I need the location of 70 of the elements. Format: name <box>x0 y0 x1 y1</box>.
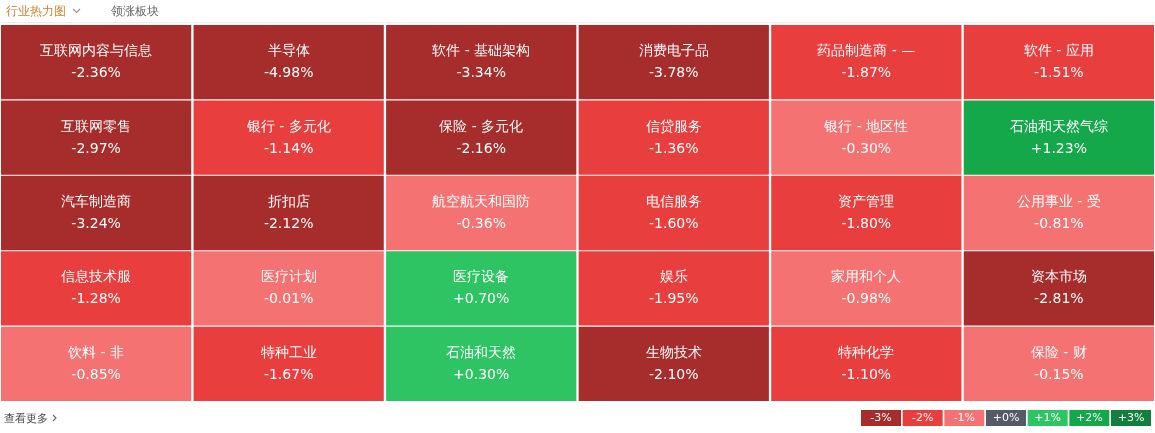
data-label: +1.23% <box>1030 139 1087 156</box>
data-label: -2.36% <box>71 64 121 81</box>
data-label: -3.34% <box>456 64 506 81</box>
data-label: -1.10% <box>841 365 892 382</box>
data-label: -4.98% <box>263 64 314 81</box>
category-label: 石油和天然气综 <box>1009 117 1108 134</box>
data-label: -1.36% <box>649 139 699 156</box>
data-label: -1.95% <box>649 290 699 307</box>
category-label: 折扣店 <box>267 193 310 209</box>
data-label: -1% <box>953 411 976 424</box>
data-label: -0.01% <box>263 290 314 307</box>
category-label: 药品制造商 - — <box>817 42 916 59</box>
data-label: -0.98% <box>841 290 892 307</box>
category-label: 医疗计划 <box>260 268 317 285</box>
category-label: 家用和个人 <box>831 268 902 285</box>
data-label: -2.97% <box>71 139 121 156</box>
data-label: -0.81% <box>1034 215 1084 231</box>
category-label: 软件 - 应用 <box>1023 42 1094 59</box>
category-label: 特种工业 <box>260 343 317 360</box>
category-label: 资本市场 <box>1030 268 1087 285</box>
data-label: -2.81% <box>1034 290 1084 307</box>
data-label: -2.16% <box>456 139 506 156</box>
data-label: -1.14% <box>263 139 314 156</box>
category-label: 资产管理 <box>838 193 895 209</box>
text: 领涨板块 <box>111 2 159 20</box>
category-label: 娱乐 <box>659 268 688 285</box>
data-label: -0.30% <box>841 139 892 156</box>
data-label: -2.10% <box>649 365 699 382</box>
data-label: -0.85% <box>71 365 121 382</box>
data-label: -3.24% <box>71 215 121 231</box>
category-label: 半导体 <box>267 42 310 59</box>
category-label: 汽车制造商 <box>61 193 132 209</box>
data-label: +0% <box>992 411 1020 424</box>
category-label: 保险 - 财 <box>1030 343 1087 360</box>
data-label: -3.78% <box>649 64 699 81</box>
category-label: 医疗设备 <box>453 268 510 285</box>
category-label: 公用事业 - 受 <box>1016 193 1101 209</box>
category-label: 互联网零售 <box>61 117 132 134</box>
category-label: 生物技术 <box>645 343 702 360</box>
data-label: +3% <box>1117 411 1145 424</box>
category-label: 信贷服务 <box>645 117 702 134</box>
data-label: +0.30% <box>453 365 510 382</box>
data-label: -2% <box>911 411 934 424</box>
text: 查看更多 <box>4 411 48 425</box>
category-label: 信息技术服 <box>61 268 132 285</box>
data-label: +2% <box>1076 411 1103 424</box>
category-label: 特种化学 <box>838 343 895 360</box>
data-label: -1.80% <box>841 215 892 231</box>
data-label: -0.15% <box>1034 365 1084 382</box>
category-label: 电信服务 <box>645 193 702 209</box>
data-label: -1.51% <box>1034 64 1084 81</box>
category-label: 银行 - 地区性 <box>823 117 909 134</box>
text: 行业热力图 <box>6 2 66 20</box>
category-label: 消费电子品 <box>638 42 709 59</box>
category-label: 软件 - 基础架构 <box>432 42 531 59</box>
data-label: +1% <box>1034 411 1061 424</box>
data-label: +0.70% <box>453 290 510 307</box>
category-label: 石油和天然 <box>446 343 517 360</box>
data-label: -2.12% <box>263 215 314 231</box>
category-label: 保险 - 多元化 <box>439 117 524 134</box>
data-label: -1.28% <box>71 290 121 307</box>
data-label: -3% <box>870 411 892 424</box>
category-label: 互联网内容与信息 <box>40 42 153 59</box>
category-label: 航空航天和国防 <box>432 193 531 209</box>
data-label: -1.67% <box>263 365 314 382</box>
data-label: -1.87% <box>841 64 892 81</box>
data-label: -1.60% <box>649 215 699 231</box>
category-label: 饮料 - 非 <box>67 343 125 360</box>
category-label: 银行 - 多元化 <box>245 117 331 134</box>
data-label: -0.36% <box>456 215 506 231</box>
